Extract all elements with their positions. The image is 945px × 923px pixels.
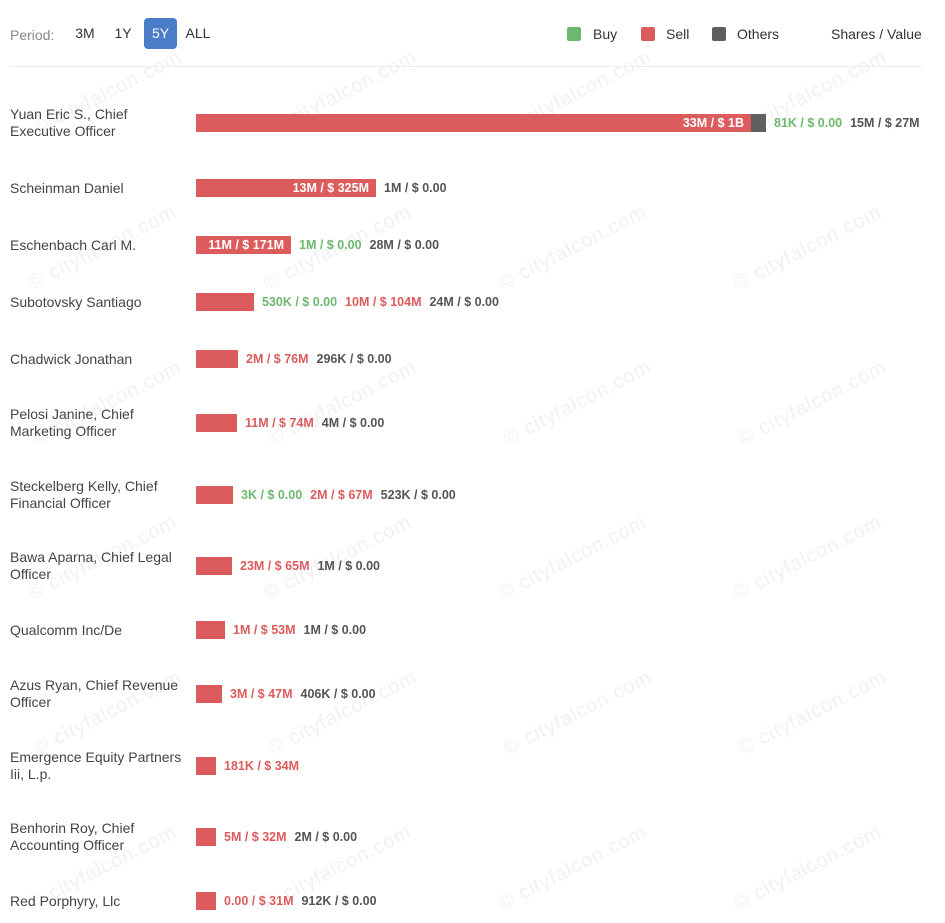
sell-value-label: 11M / $ 74M [245,416,314,430]
insider-name-label: Red Porphyry, Llc [10,892,121,909]
insider-name-label: Azus Ryan, Chief Revenue Officer [10,677,179,710]
others-value-label: 1M / $ 0.00 [303,623,367,637]
watermark-text: © cityfalcon.com [265,665,421,760]
legend-others-label[interactable]: Others [737,26,780,42]
others-value-label: 24M / $ 0.00 [429,295,499,309]
others-value-label: 523K / $ 0.00 [380,488,456,502]
others-value-label: 406K / $ 0.00 [300,687,376,701]
insider-name-label: Bawa Aparna, Chief Legal Officer [10,549,172,582]
others-value-label: 15M / $ 27M [850,116,920,130]
insider-name-label: Pelosi Janine, Chief Marketing Officer [10,406,134,439]
period-1y-button[interactable]: 1Y [114,25,132,41]
sell-value-label: 11M / $ 171M [208,238,284,252]
sell-value-label: 13M / $ 325M [292,181,369,195]
watermark-text: © cityfalcon.com [495,510,651,605]
watermark-text: © cityfalcon.com [500,665,656,760]
insider-name-label: Eschenbach Carl M. [10,236,137,253]
insider-name-label: Scheinman Daniel [10,179,124,196]
sell-bar[interactable] [196,293,254,311]
sell-bar[interactable] [196,414,237,432]
legend-others-swatch [712,27,726,41]
others-value-label: 1M / $ 0.00 [317,559,381,573]
sell-bar[interactable] [196,757,216,775]
others-value-label: 4M / $ 0.00 [321,416,385,430]
insider-name-label: Qualcomm Inc/De [10,621,123,638]
sell-bar[interactable] [196,557,232,575]
buy-value-label: 530K / $ 0.00 [262,295,338,309]
legend-buy-label[interactable]: Buy [593,26,618,42]
sell-value-label: 23M / $ 65M [240,559,310,573]
sell-value-label: 33M / $ 1B [682,116,744,130]
sell-bar[interactable] [196,114,751,132]
insider-name-label: Chadwick Jonathan [10,350,133,367]
sell-bar[interactable] [196,179,376,197]
sell-value-label: 0.00 / $ 31M [224,894,294,908]
shares-value-toggle[interactable]: Shares / Value [831,26,922,42]
buy-value-label: 1M / $ 0.00 [299,238,362,252]
legend-sell-label[interactable]: Sell [666,26,690,42]
sell-bar[interactable] [196,621,225,639]
others-value-label: 1M / $ 0.00 [384,181,447,195]
buy-value-label: 81K / $ 0.00 [774,116,843,130]
sell-bar[interactable] [196,828,216,846]
watermark-text: © cityfalcon.com [735,355,891,450]
buy-value-label: 3K / $ 0.00 [241,488,303,502]
others-value-label: 296K / $ 0.00 [316,352,392,366]
others-value-label: 2M / $ 0.00 [294,830,358,844]
period-5y-button[interactable]: 5Y [144,18,177,49]
insider-name-label: Subotovsky Santiago [10,293,142,310]
sell-value-label: 2M / $ 67M [310,488,373,502]
watermark-text: © cityfalcon.com [495,820,651,915]
sell-bar[interactable] [196,236,291,254]
others-value-label: 912K / $ 0.00 [301,894,377,908]
insider-name-label: Emergence Equity Partners Iii, L.p. [10,749,182,782]
period-3m-button[interactable]: 3M [75,25,95,41]
period-label: Period: [10,27,55,43]
sell-bar[interactable] [196,892,216,910]
insider-name-label: Steckelberg Kelly, Chief Financial Offic… [10,478,158,511]
sell-value-label: 181K / $ 34M [224,759,300,773]
sell-bar[interactable] [196,685,222,703]
sell-bar[interactable] [196,486,233,504]
sell-value-label: 3M / $ 47M [230,687,293,701]
insider-name-label: Benhorin Roy, Chief Accounting Officer [10,820,135,853]
others-value-label: 28M / $ 0.00 [369,238,440,252]
sell-value-label: 10M / $ 104M [345,295,422,309]
watermark-text: © cityfalcon.com [730,200,886,295]
sell-value-label: 5M / $ 32M [224,830,287,844]
chart-header: Period: 3M 1Y 5Y ALL Buy Sell Others Sha… [0,0,945,68]
watermark-text: © cityfalcon.com [730,820,886,915]
watermark-text: © cityfalcon.com [495,200,651,295]
header-divider [10,66,922,67]
period-all-button[interactable]: ALL [185,25,211,41]
sell-value-label: 1M / $ 53M [233,623,296,637]
watermark-text: © cityfalcon.com [265,355,421,450]
others-bar[interactable] [751,114,766,132]
watermark-text: © cityfalcon.com [730,510,886,605]
sell-bar[interactable] [196,350,238,368]
legend-buy-swatch [567,27,581,41]
sell-value-label: 2M / $ 76M [246,352,309,366]
watermark-text: © cityfalcon.com [735,665,891,760]
insider-name-label: Yuan Eric S., Chief Executive Officer [10,106,128,139]
watermark-text: © cityfalcon.com [500,355,656,450]
legend-sell-swatch [641,27,655,41]
